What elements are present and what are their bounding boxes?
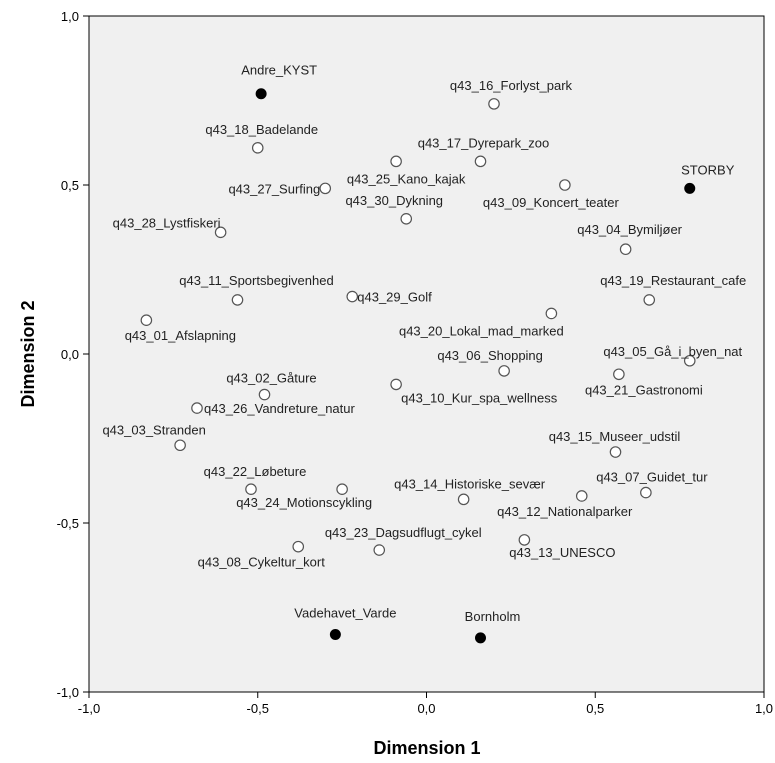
y-tick-label: 0,0	[61, 347, 79, 362]
x-tick-label: 1,0	[755, 701, 773, 716]
point-label: q43_03_Stranden	[102, 422, 205, 437]
point-marker-open	[336, 483, 348, 495]
point-marker-open	[619, 243, 632, 256]
point-label: q43_27_Surfing	[228, 181, 320, 196]
point-label: q43_04_Bymiljøer	[577, 222, 682, 237]
point-label: q43_14_Historiske_sevær	[394, 476, 546, 491]
data-points: Andre_KYST STORBY Vadehavet_Varde Bornholm q…	[102, 63, 746, 644]
point-label: q43_10_Kur_spa_wellness	[401, 390, 558, 405]
point-marker-open	[474, 155, 487, 168]
point-label: q43_30_Dykning	[345, 193, 443, 208]
point-marker-open	[683, 354, 696, 367]
point-marker-open	[640, 486, 652, 499]
y-tick-label: 0,5	[61, 178, 79, 193]
point-marker-filled	[475, 632, 486, 644]
point-label: q43_13_UNESCO	[509, 545, 615, 560]
point-label: q43_11_Sportsbegivenhed	[179, 273, 333, 288]
point-label: q43_05_Gå_i_byen_nat	[603, 344, 742, 359]
point-label: q43_29_Golf	[357, 290, 432, 305]
point-marker-open	[457, 493, 470, 506]
point-marker-open	[258, 388, 271, 401]
point-label: q43_18_Badelande	[205, 122, 318, 137]
point-label: q43_24_Motionscykling	[236, 495, 372, 510]
point-label: q43_02_Gåture	[226, 371, 316, 386]
point-marker-open	[643, 294, 656, 306]
point-label: q43_06_Shopping	[437, 348, 543, 363]
point-marker-open	[373, 544, 386, 556]
y-axis-ticks: 1,0 0,5 0,0 -0,5 -1,0	[57, 9, 89, 700]
point-label: q43_07_Guidet_tur	[596, 470, 708, 485]
x-axis-title: Dimension 1	[373, 738, 480, 758]
x-tick-label: -1,0	[78, 701, 100, 716]
point-label: q43_25_Kano_kajak	[347, 171, 466, 186]
point-marker-open	[518, 534, 531, 546]
point-label: q43_15_Museer_udstil	[549, 429, 681, 444]
point-label: q43_26_Vandreture_natur	[204, 401, 355, 416]
x-tick-label: 0,5	[586, 701, 604, 716]
point-label: q43_19_Restaurant_cafe	[600, 273, 746, 288]
point-marker-open	[214, 226, 227, 239]
point-marker-open	[245, 483, 257, 495]
point-marker-open	[292, 540, 305, 553]
point-label: q43_17_Dyrepark_zoo	[418, 135, 550, 150]
point-marker-open	[231, 294, 244, 306]
point-label: STORBY	[681, 162, 735, 177]
point-marker-open	[609, 446, 622, 458]
point-label: Bornholm	[465, 609, 521, 624]
point-marker-filled	[329, 629, 341, 641]
point-marker-open	[498, 365, 510, 377]
point-label: q43_09_Koncert_teater	[483, 195, 620, 210]
point-marker-open	[575, 490, 588, 502]
point-label: q43_20_Lokal_mad_marked	[399, 323, 564, 338]
point-label: q43_23_Dagsudflugt_cykel	[325, 525, 482, 540]
y-axis-title: Dimension 2	[18, 300, 38, 407]
point-label: Vadehavet_Varde	[294, 606, 396, 621]
point-label: Andre_KYST	[241, 63, 317, 78]
point-marker-open	[319, 182, 332, 195]
point-marker-open	[191, 402, 203, 414]
point-label: q43_08_Cykeltur_kort	[198, 555, 326, 570]
y-tick-label: -0,5	[57, 516, 79, 531]
point-marker-filled	[255, 88, 267, 100]
point-label: q43_28_Lystfiskeri	[113, 215, 221, 230]
point-label: q43_22_Løbeture	[204, 464, 307, 479]
point-marker-open	[545, 307, 558, 320]
point-marker-open	[613, 368, 625, 381]
point-label: q43_21_Gastronomi	[585, 382, 703, 397]
point-label: q43_16_Forlyst_park	[450, 78, 573, 93]
plot-area	[88, 15, 765, 693]
point-label: q43_12_Nationalparker	[497, 504, 633, 519]
y-tick-label: -1,0	[57, 685, 79, 700]
x-tick-label: 0,0	[417, 701, 435, 716]
point-marker-open	[140, 314, 153, 326]
point-marker-open	[400, 213, 413, 225]
point-marker-open	[559, 179, 571, 191]
y-tick-label: 1,0	[61, 9, 79, 24]
point-marker-open	[346, 290, 359, 303]
point-marker-open	[390, 378, 402, 391]
x-axis-ticks: -1,0 -0,5 0,0 0,5 1,0	[78, 692, 773, 716]
point-marker-open	[174, 439, 186, 452]
point-marker-filled	[684, 182, 696, 194]
point-marker-open	[390, 155, 402, 168]
point-marker-open	[251, 142, 264, 154]
point-label: q43_01_Afslapning	[125, 328, 236, 343]
point-marker-open	[488, 98, 500, 110]
x-tick-label: -0,5	[247, 701, 269, 716]
